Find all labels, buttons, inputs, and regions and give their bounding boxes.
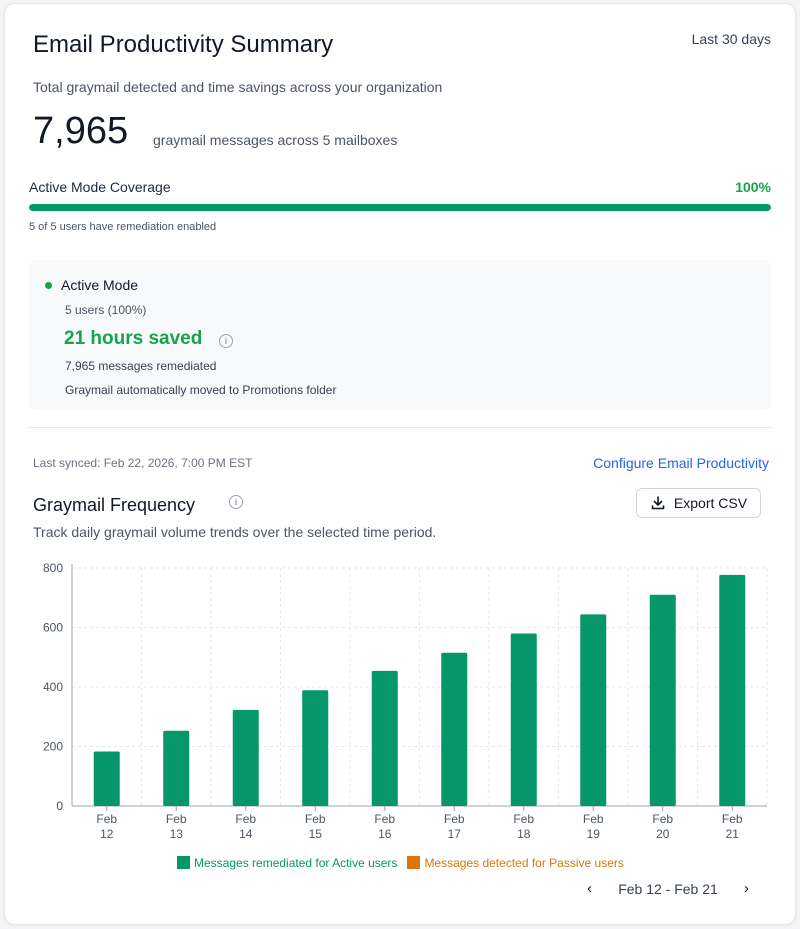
x-tick-label: 12 <box>100 827 114 841</box>
pager-range-label: Feb 12 - Feb 21 <box>618 880 718 897</box>
chevron-right-icon[interactable]: › <box>744 880 749 897</box>
coverage-progress-fill <box>29 204 771 211</box>
bar <box>441 652 468 806</box>
bar <box>93 751 120 806</box>
active-mode-panel: Active Mode 5 users (100%) 21 hours save… <box>29 260 771 410</box>
legend-swatch-active <box>177 856 190 869</box>
x-tick-label: Feb <box>166 812 187 826</box>
y-tick-label: 600 <box>43 621 63 635</box>
legend-item-active[interactable]: Messages remediated for Active users <box>177 856 397 870</box>
download-icon <box>651 496 665 510</box>
graymail-frequency-description: Track daily graymail volume trends over … <box>33 524 437 540</box>
coverage-note: 5 of 5 users have remediation enabled <box>29 221 217 233</box>
active-mode-description: Graymail automatically moved to Promotio… <box>65 383 337 397</box>
chart-legend: Messages remediated for Active users Mes… <box>177 856 624 870</box>
coverage-percent: 100% <box>735 179 771 195</box>
graymail-frequency-chart: 0200400600800Feb12Feb13Feb14Feb15Feb16Fe… <box>43 561 768 841</box>
x-tick-label: Feb <box>652 812 673 826</box>
bar <box>580 614 607 806</box>
configure-email-productivity-link[interactable]: Configure Email Productivity <box>593 455 769 471</box>
x-tick-label: Feb <box>374 812 395 826</box>
x-tick-label: Feb <box>513 812 534 826</box>
x-tick-label: 21 <box>726 827 740 841</box>
x-tick-label: 13 <box>170 827 184 841</box>
legend-label-passive: Messages detected for Passive users <box>424 856 624 870</box>
bar <box>163 730 190 806</box>
graymail-count: 7,965 <box>33 110 129 152</box>
bar <box>302 690 329 806</box>
date-pager: ‹ Feb 12 - Feb 21 › <box>581 880 755 897</box>
page-title: Email Productivity Summary <box>33 31 334 58</box>
x-tick-label: Feb <box>305 812 326 826</box>
y-tick-label: 800 <box>43 561 63 575</box>
legend-label-active: Messages remediated for Active users <box>194 856 398 870</box>
x-tick-label: 18 <box>517 827 531 841</box>
hours-saved: 21 hours saved <box>64 328 203 349</box>
bar <box>232 709 259 806</box>
y-tick-label: 400 <box>43 680 63 694</box>
x-tick-label: 16 <box>378 827 392 841</box>
legend-swatch-passive <box>407 856 421 869</box>
y-tick-label: 0 <box>56 799 63 813</box>
date-range-label: Last 30 days <box>691 31 771 47</box>
messages-remediated: 7,965 messages remediated <box>65 359 217 373</box>
x-tick-label: Feb <box>583 812 604 826</box>
x-tick-label: 14 <box>239 827 253 841</box>
y-tick-label: 200 <box>43 740 63 754</box>
legend-item-passive[interactable]: Messages detected for Passive users <box>407 856 624 870</box>
bar <box>719 574 746 806</box>
chevron-left-icon[interactable]: ‹ <box>587 880 592 897</box>
last-synced: Last synced: Feb 22, 2026, 7:00 PM EST <box>33 456 253 470</box>
graymail-frequency-title: Graymail Frequency <box>33 495 196 515</box>
x-tick-label: Feb <box>722 812 743 826</box>
x-tick-label: 15 <box>309 827 323 841</box>
divider <box>29 427 771 428</box>
bar <box>371 670 398 806</box>
x-tick-label: 17 <box>448 827 462 841</box>
x-tick-label: Feb <box>444 812 465 826</box>
active-mode-title: Active Mode <box>61 277 139 293</box>
export-csv-label: Export CSV <box>673 495 748 511</box>
x-tick-label: 20 <box>656 827 670 841</box>
graymail-count-description: graymail messages across 5 mailboxes <box>153 132 398 148</box>
active-mode-users: 5 users (100%) <box>65 303 147 317</box>
info-icon[interactable]: i <box>219 334 233 348</box>
coverage-label: Active Mode Coverage <box>29 179 171 195</box>
export-csv-button[interactable]: Export CSV <box>636 488 761 518</box>
status-dot-icon <box>45 282 52 289</box>
bar <box>510 633 537 806</box>
coverage-progress-bar <box>29 204 771 211</box>
x-tick-label: Feb <box>96 812 117 826</box>
x-tick-label: Feb <box>235 812 256 826</box>
summary-card: Email Productivity Summary Last 30 days … <box>4 3 796 925</box>
bar <box>649 594 676 806</box>
page-subtitle: Total graymail detected and time savings… <box>33 79 443 95</box>
x-tick-label: 19 <box>587 827 601 841</box>
info-icon[interactable]: i <box>229 495 243 509</box>
